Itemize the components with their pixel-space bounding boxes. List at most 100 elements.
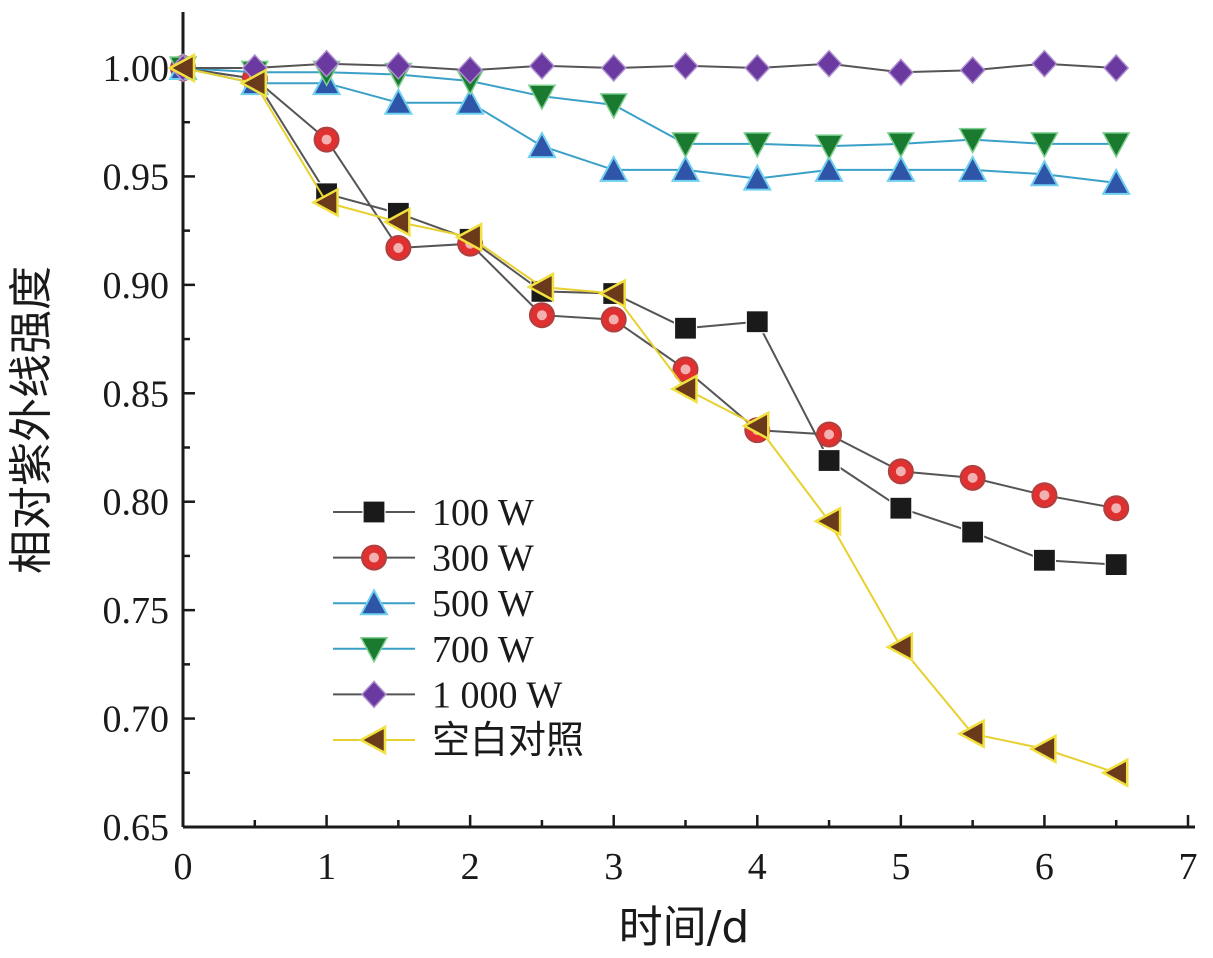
x-ticks: 0 1 2 3 4 5 6 7 (174, 815, 1198, 888)
data-point (1100, 757, 1129, 788)
series-1 (170, 55, 1130, 522)
x-tick-label: 1 (317, 846, 336, 888)
data-point (885, 631, 914, 663)
x-axis-title: 时间/d (619, 902, 750, 953)
data-point (1029, 159, 1060, 187)
x-tick-label: 7 (1179, 846, 1198, 888)
series-5 (167, 52, 1129, 788)
data-point (599, 154, 629, 182)
data-point (527, 84, 557, 111)
legend-label: 300 W (432, 538, 534, 580)
legend-label: 500 W (432, 583, 534, 625)
data-point (528, 51, 555, 80)
data-point (672, 51, 699, 80)
y-tick-label: 0.80 (103, 482, 170, 524)
data-point (958, 127, 987, 155)
data-point (673, 316, 698, 340)
data-point (957, 154, 988, 182)
x-tick-label: 5 (891, 846, 910, 888)
legend-item: 空白对照 (333, 718, 584, 762)
data-point (814, 154, 844, 182)
legend-marker (362, 500, 386, 524)
legend-label: 700 W (432, 629, 534, 671)
data-point (1032, 548, 1057, 572)
y-tick-label: 0.95 (103, 156, 170, 198)
data-point (454, 222, 483, 253)
data-point-highlight (895, 466, 906, 477)
legend-marker (358, 724, 387, 756)
y-ticks: 0.65 0.70 0.75 0.80 0.85 0.90 0.95 1.00 (103, 48, 195, 849)
series-line (182, 67, 1117, 148)
y-tick-label: 0.70 (103, 699, 170, 741)
axes (181, 12, 1195, 829)
data-point (457, 56, 484, 85)
data-point-highlight (1111, 503, 1122, 514)
y-tick-label: 0.65 (103, 807, 170, 849)
legend-item: 700 W (333, 629, 534, 671)
data-point (744, 53, 771, 83)
data-point (817, 448, 841, 473)
y-tick-label: 0.90 (103, 265, 170, 307)
data-point (813, 506, 842, 537)
x-tick-label: 4 (748, 846, 767, 888)
data-point (600, 53, 627, 83)
x-tick-label: 6 (1035, 846, 1054, 888)
data-point-highlight (824, 429, 835, 440)
data-point (310, 187, 339, 218)
data-point (742, 163, 772, 191)
data-point (1028, 733, 1057, 765)
legend-marker-highlight (369, 552, 379, 563)
data-point (814, 134, 844, 161)
data-point (313, 49, 340, 78)
legend-label: 100 W (432, 492, 534, 534)
data-point (382, 206, 411, 238)
data-point (745, 310, 769, 334)
data-point-highlight (536, 310, 547, 321)
data-point (816, 49, 843, 78)
data-point (526, 271, 555, 303)
legend-item: 500 W (333, 583, 534, 625)
data-point (1101, 167, 1131, 195)
data-point (741, 410, 770, 441)
data-point (957, 718, 985, 749)
series-4 (169, 49, 1130, 87)
data-point (671, 132, 700, 159)
y-axis-title: 相对紫外线强度 (6, 266, 57, 574)
y-tick-label: 0.75 (103, 590, 170, 632)
data-point (167, 52, 196, 84)
series-3 (168, 56, 1131, 161)
data-point-highlight (393, 242, 404, 253)
data-point (527, 130, 557, 159)
data-point (1030, 132, 1059, 159)
data-point (887, 58, 914, 87)
data-point (961, 520, 985, 544)
x-tick-label: 2 (461, 846, 480, 888)
data-point-highlight (967, 472, 978, 483)
legend-marker (360, 680, 388, 709)
series-layer (167, 49, 1131, 788)
series-line (182, 67, 1117, 184)
data-point-highlight (321, 134, 332, 145)
data-point (886, 154, 916, 182)
data-point (886, 132, 916, 159)
x-tick-label: 3 (604, 846, 623, 888)
y-tick-label: 0.85 (103, 373, 170, 415)
legend-marker (359, 588, 389, 616)
data-point (1103, 53, 1130, 83)
data-point (239, 68, 268, 99)
data-point-highlight (680, 364, 691, 375)
data-point (959, 56, 986, 85)
data-point-highlight (608, 314, 619, 325)
legend-item: 300 W (333, 538, 534, 580)
legend-label: 空白对照 (432, 718, 584, 762)
data-point (598, 278, 626, 309)
data-point (669, 373, 698, 405)
data-point (455, 87, 485, 115)
data-point (385, 51, 412, 80)
data-point-highlight (1039, 490, 1050, 501)
legend-item: 1 000 W (333, 674, 562, 716)
data-point (1104, 553, 1128, 577)
legend-label: 1 000 W (432, 674, 562, 716)
